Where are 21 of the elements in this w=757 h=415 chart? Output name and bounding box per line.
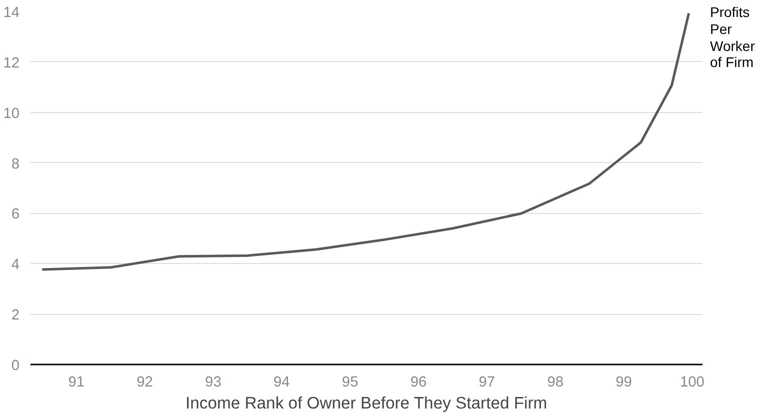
x-tick-label: 96 — [410, 374, 427, 390]
x-tick-label: 98 — [547, 374, 564, 390]
x-tick-label: 91 — [68, 374, 85, 390]
y-tick-label: 10 — [3, 106, 20, 122]
x-tick-label: 99 — [616, 374, 632, 390]
line-series — [40, 12, 690, 271]
y-tick-label: 8 — [11, 156, 20, 172]
y-tick-label: 2 — [11, 308, 20, 324]
x-tick-label: 100 — [680, 374, 704, 390]
y-tick-label: 0 — [11, 358, 20, 374]
y-tick-label: 14 — [3, 5, 20, 21]
x-axis-title: Income Rank of Owner Before They Started Firm — [186, 394, 548, 412]
x-tick-label: 95 — [342, 374, 358, 390]
series-label: Profits Per Worker of Firm — [710, 4, 756, 72]
x-tick-label: 93 — [205, 374, 222, 390]
y-tick-label: 12 — [3, 55, 20, 72]
x-tick-label: 97 — [478, 374, 496, 390]
x-tick-label: 94 — [273, 374, 290, 390]
x-tick-label: 92 — [136, 374, 153, 390]
y-tick-label: 4 — [11, 257, 20, 274]
y-tick-label: 6 — [11, 206, 20, 223]
